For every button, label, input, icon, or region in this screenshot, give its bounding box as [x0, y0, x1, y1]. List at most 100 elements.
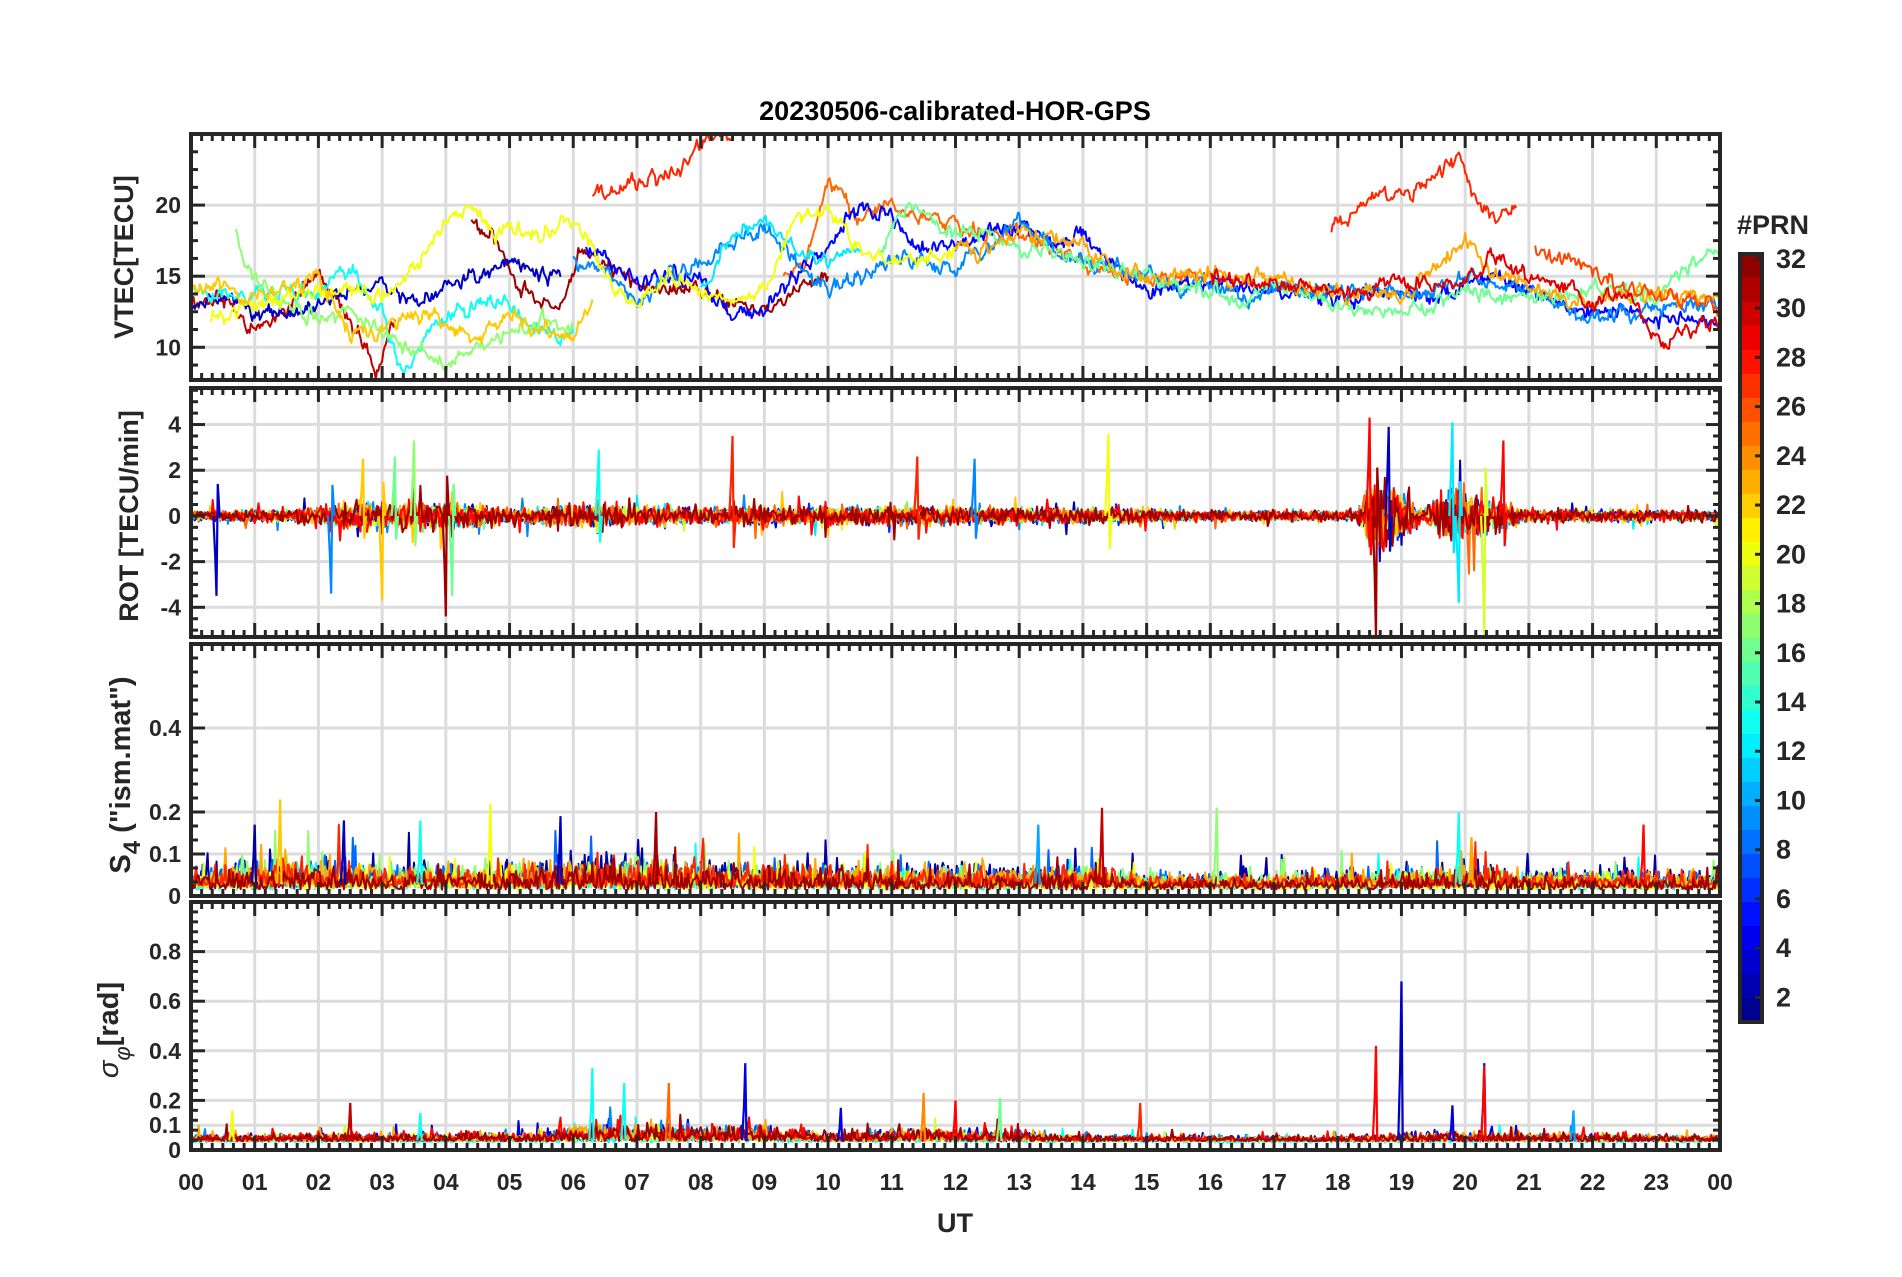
- colorbar-band: [1740, 758, 1762, 783]
- spike-prn-20: [1104, 433, 1113, 549]
- s4-panel: 0 0.1 0.2 0.4: [149, 642, 1722, 909]
- spike-prn-12: [1454, 481, 1464, 603]
- spike-prn-31: [651, 811, 660, 885]
- colorbar-band: [1740, 614, 1762, 639]
- spike-prn-27: [728, 435, 737, 548]
- spike-prn-28: [1479, 1065, 1488, 1142]
- spike-prn-2: [250, 824, 258, 885]
- series-line-prn-3: [191, 257, 562, 322]
- spike-prn-17: [409, 440, 419, 547]
- x-axis-label: UT: [937, 1208, 973, 1238]
- series-line-prn-31: [470, 218, 830, 317]
- spike-prn-10: [1569, 1110, 1577, 1142]
- x-tick-label: 16: [1198, 1169, 1224, 1195]
- spike-prn-28: [1639, 824, 1647, 885]
- vtec-ylabel: VTEC[TECU]: [109, 175, 139, 339]
- s4-ylabel: S4 ("ism.mat"): [105, 676, 146, 873]
- colorbar-band: [1740, 998, 1762, 1023]
- y-tick-label: 2: [168, 457, 181, 483]
- spike-prn-27: [1135, 1102, 1144, 1142]
- y-tick-label: 0.2: [149, 799, 181, 825]
- series-line-prn-17: [234, 228, 575, 376]
- series-line-prn-29: [1210, 247, 1720, 350]
- spike-prn-4: [740, 1063, 749, 1142]
- s4-ylabel-main: S: [105, 854, 137, 873]
- spike-prn-19: [1479, 467, 1489, 637]
- x-tick-label: 19: [1389, 1169, 1415, 1195]
- spike-prn-22: [377, 482, 387, 601]
- axes-box: [189, 132, 1722, 382]
- sigma-phi-ylabel-rest: [rad]: [93, 982, 125, 1046]
- series-line-prn-30: [191, 268, 396, 380]
- spike-prn-28: [1371, 1045, 1380, 1142]
- y-tick-label: -2: [161, 549, 181, 575]
- series-line-prn-9: [572, 211, 1720, 325]
- colorbar-band: [1740, 278, 1762, 303]
- y-tick-label: 15: [155, 263, 181, 289]
- colorbar-band: [1740, 518, 1762, 543]
- x-tick-label: 06: [560, 1169, 586, 1195]
- colorbar-band: [1740, 590, 1762, 615]
- y-tick-label: 0: [168, 1137, 181, 1163]
- x-tick-label: 00: [178, 1169, 204, 1195]
- colorbar-band: [1740, 302, 1762, 327]
- spike-prn-3: [212, 483, 221, 596]
- colorbar-band: [1740, 926, 1762, 951]
- x-tick-label: 13: [1006, 1169, 1032, 1195]
- colorbar-band: [1740, 878, 1762, 903]
- sigma-phi-ylabel-sub: φ: [110, 1046, 135, 1060]
- series-line-prn-27: [1330, 151, 1517, 233]
- x-tick-label: 21: [1516, 1169, 1542, 1195]
- rot-panel: -4 -2 0 2 4: [161, 386, 1722, 639]
- spike-prn-31: [1371, 467, 1381, 637]
- colorbar-band: [1740, 638, 1762, 663]
- colorbar-band: [1740, 854, 1762, 879]
- spike-prn-13: [594, 449, 604, 543]
- spike-prn-3: [1397, 981, 1405, 1142]
- x-tick-label: 00: [1707, 1169, 1733, 1195]
- colorbar-tick-label: 14: [1776, 687, 1806, 717]
- colorbar-band: [1740, 326, 1762, 351]
- axes-box: [189, 642, 1722, 898]
- spike-prn-12: [1448, 422, 1457, 554]
- y-tick-label: 0.1: [149, 1112, 181, 1138]
- series-line-prn-12: [700, 214, 861, 288]
- spike-prn-27: [912, 456, 922, 540]
- spike-prn-3: [556, 816, 564, 885]
- x-tick-label: 15: [1134, 1169, 1160, 1195]
- y-tick-label: 0.4: [149, 715, 181, 741]
- x-tick-label: 11: [880, 1169, 905, 1195]
- spike-prn-22: [358, 458, 368, 539]
- vtec-panel: 10 15 20: [155, 132, 1722, 382]
- spike-prn-17: [1212, 807, 1220, 885]
- x-tick-label: 20: [1452, 1169, 1478, 1195]
- colorbar-band: [1740, 494, 1762, 519]
- y-tick-label: 0: [168, 503, 181, 529]
- colorbar-tick-label: 12: [1776, 736, 1806, 766]
- colorbar-band: [1740, 398, 1762, 423]
- colorbar-title: #PRN: [1737, 210, 1809, 240]
- colorbar-tick-label: 24: [1776, 441, 1806, 471]
- y-tick-label: 20: [155, 192, 181, 218]
- x-tick-label: 08: [688, 1169, 714, 1195]
- colorbar-tick-label: 2: [1776, 982, 1791, 1012]
- colorbar-band: [1740, 950, 1762, 975]
- colorbar-band: [1740, 710, 1762, 735]
- spike-prn-13: [416, 1112, 424, 1142]
- x-tick-label: 07: [624, 1169, 650, 1195]
- colorbar-band: [1740, 662, 1762, 687]
- axes-box: [189, 900, 1722, 1152]
- spike-prn-16: [995, 1097, 1004, 1142]
- colorbar-band: [1740, 782, 1762, 807]
- spike-prn-3: [339, 820, 348, 885]
- spike-prn-10: [1034, 824, 1042, 885]
- colorbar-tick-label: 32: [1776, 244, 1806, 274]
- spike-prn-25: [664, 1082, 672, 1142]
- spike-prn-4: [836, 1107, 845, 1142]
- x-tick-label: 22: [1580, 1169, 1606, 1195]
- colorbar-frame: [1738, 252, 1764, 1024]
- series-line-prn-22: [191, 268, 594, 344]
- x-tick-label: 09: [752, 1169, 778, 1195]
- spike-prn-30: [1097, 807, 1106, 885]
